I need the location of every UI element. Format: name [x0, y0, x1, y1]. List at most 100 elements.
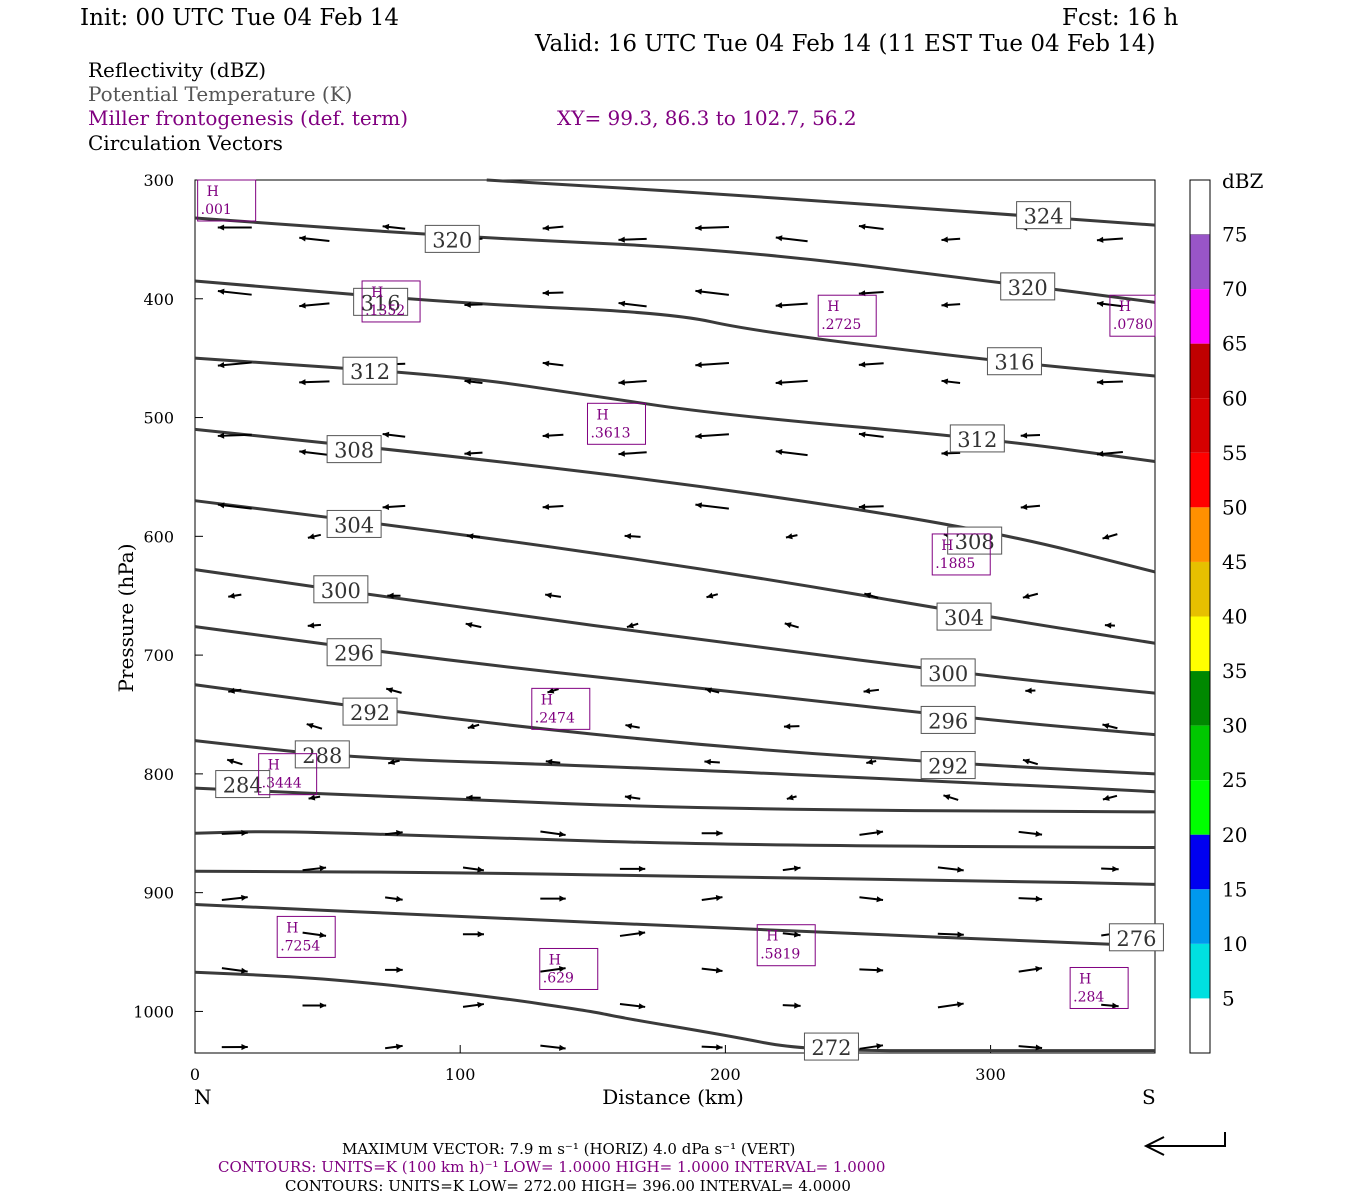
- y-tick-label: 700: [143, 646, 174, 665]
- frontogenesis-max-marker: H: [549, 952, 561, 968]
- vector-arrowhead: [1035, 895, 1043, 902]
- contour-label: 316: [361, 291, 401, 315]
- frontogenesis-max-value: .3613: [590, 425, 630, 441]
- vector-arrowhead: [858, 361, 866, 368]
- colorbar-segment: [1190, 671, 1210, 726]
- circulation-vectors: [217, 223, 1123, 1051]
- frontogenesis-max-marker: H: [268, 758, 280, 774]
- valid-time: Valid: 16 UTC Tue 04 Feb 14 (11 EST Tue …: [534, 31, 1155, 57]
- x-tick-label: 100: [445, 1065, 476, 1084]
- colorbar-segment: [1190, 507, 1210, 562]
- colorbar-label: 70: [1222, 277, 1247, 301]
- contour-label-box: [920, 705, 976, 734]
- vector-arrowhead: [308, 794, 316, 801]
- theta-contour-line: [194, 427, 1156, 574]
- vector-arrowhead: [858, 223, 866, 230]
- field-potential-temperature: Potential Temperature (K): [88, 82, 352, 106]
- vector-arrowhead: [1104, 622, 1112, 629]
- colorbar-segment: [1190, 343, 1210, 399]
- vector-arrowhead: [1022, 758, 1030, 765]
- y-tick-label: 300: [143, 171, 174, 190]
- y-axis-label: Pressure (hPa): [114, 544, 138, 693]
- vector-arrowhead: [241, 894, 248, 901]
- contour-label-box: [1000, 272, 1056, 301]
- frontogenesis-max-marker: H: [596, 407, 608, 423]
- contour-label-box: [920, 751, 976, 780]
- reference-vector-icon: [1143, 1132, 1226, 1156]
- vector-arrowhead: [542, 289, 550, 297]
- contour-label: 292: [350, 701, 390, 725]
- vector-arrowhead: [864, 592, 872, 599]
- vector-arrowhead: [704, 758, 711, 765]
- vector-arrowhead: [1035, 966, 1042, 973]
- vector-arrowhead: [396, 1043, 403, 1050]
- vector-arrowhead: [299, 379, 306, 386]
- colorbar-label: 30: [1222, 714, 1247, 738]
- vector-arrowhead: [1096, 450, 1104, 457]
- vector-arrowhead: [943, 794, 951, 801]
- vector-arrowhead: [876, 967, 884, 974]
- colorbar-segment: [1190, 561, 1210, 617]
- frontogenesis-max-box: [586, 402, 646, 445]
- vector-arrowhead: [1112, 1002, 1119, 1009]
- vector-arrowhead: [388, 758, 396, 765]
- max-vector-text: MAXIMUM VECTOR: 7.9 m s⁻¹ (HORIZ) 4.0 dP…: [342, 1140, 795, 1158]
- frontogenesis-max-value: .1352: [365, 303, 405, 319]
- vector-arrowhead: [477, 1001, 484, 1008]
- vector-arrowhead: [638, 1003, 646, 1010]
- vector-arrowhead: [695, 361, 702, 368]
- vector-arrowhead: [706, 592, 714, 599]
- vector-arrowhead: [941, 236, 948, 243]
- colorbar-label: 75: [1222, 223, 1247, 247]
- north-label: N: [194, 1085, 212, 1109]
- vector-arrowhead: [466, 794, 473, 801]
- theta-contour-line: [194, 970, 1155, 1053]
- vector-arrowhead: [465, 622, 473, 629]
- frontogenesis-max-marker: H: [286, 920, 298, 936]
- vector-arrowhead: [785, 533, 793, 540]
- contour-label: 320: [1008, 276, 1048, 300]
- vector-arrowhead: [1112, 865, 1119, 873]
- contour-label: 296: [928, 709, 968, 733]
- vector-arrowhead: [382, 503, 390, 510]
- vector-arrowhead: [793, 865, 801, 872]
- frontogenesis-max-box: [197, 179, 257, 222]
- vector-arrowhead: [638, 930, 646, 937]
- vector-arrowhead: [467, 723, 475, 730]
- colorbar-segment: [1190, 616, 1210, 672]
- contour-label: 292: [928, 755, 968, 779]
- field-circulation-vectors: Circulation Vectors: [88, 131, 283, 155]
- contour-label: 308: [334, 439, 374, 463]
- vector-arrowhead: [775, 302, 783, 309]
- vector-arrowhead: [695, 502, 703, 509]
- frontogenesis-max-box: [756, 924, 816, 967]
- vector-arrowhead: [464, 301, 471, 308]
- x-tick-label: 0: [190, 1065, 200, 1084]
- colorbar-segment: [1190, 289, 1210, 344]
- vector-arrowhead: [941, 378, 949, 385]
- theta-contour-line: [194, 869, 1156, 886]
- vector-arrowhead: [217, 432, 225, 439]
- x-tick-label: 200: [710, 1065, 741, 1084]
- vector-arrowhead: [876, 1043, 883, 1050]
- frontogenesis-max-box: [258, 753, 318, 796]
- vector-arrowhead: [299, 235, 306, 242]
- vector-arrowhead: [545, 758, 553, 765]
- vector-arrowhead: [307, 533, 315, 540]
- forecast-hour: Fcst: 16 h: [1062, 5, 1179, 31]
- vector-arrowhead: [299, 449, 306, 456]
- vector-arrowhead: [477, 866, 484, 873]
- colorbar-segment: [1190, 889, 1210, 944]
- vector-arrowhead: [858, 431, 866, 438]
- vector-arrowhead: [618, 300, 626, 307]
- contour-label: 304: [944, 606, 984, 630]
- vector-arrowhead: [626, 622, 634, 629]
- vector-arrowhead: [396, 829, 403, 837]
- vector-arrowhead: [1022, 593, 1030, 600]
- vector-arrowhead: [793, 931, 801, 938]
- contour-label-box: [215, 770, 271, 799]
- colorbar-segment: [1190, 780, 1210, 835]
- vector-arrowhead: [319, 865, 327, 872]
- vector-arrowhead: [227, 758, 235, 765]
- vector-arrowhead: [618, 236, 625, 243]
